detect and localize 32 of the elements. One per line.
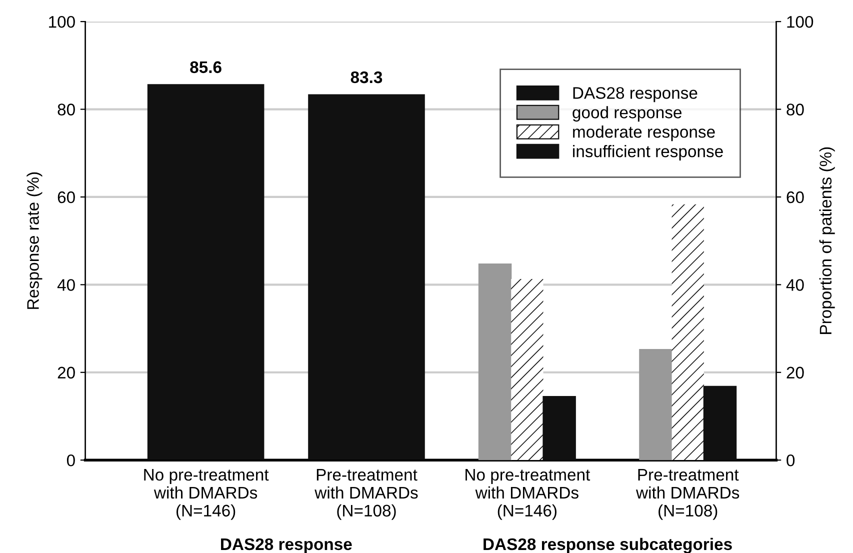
y-axis-title: Response rate (%): [26, 172, 42, 309]
text: DAS28 response subcategories: [484, 538, 732, 553]
bar: [703, 386, 737, 460]
bar: [511, 278, 544, 460]
bar: [542, 396, 576, 460]
y-tick-label: 20: [58, 366, 75, 379]
y2-tick-label: 20: [786, 366, 804, 379]
x-tick-label: Pre-treatment with DMARDs (N=108): [314, 469, 418, 520]
legend-label: DAS28 response: [573, 87, 698, 102]
y2-tick-label: 100: [787, 16, 814, 28]
y-tick-label: 60: [58, 191, 75, 204]
x-tick-label: Pre-treatment with DMARDs (N=108): [636, 469, 740, 520]
bar: [478, 264, 512, 460]
y2-tick-label: 60: [786, 191, 804, 204]
text: DAS28 response: [221, 538, 352, 553]
legend-label: good response: [572, 106, 682, 122]
y-tick-label: 100: [49, 16, 75, 28]
y2-tick-label: 40: [786, 279, 804, 291]
data-label: 85.6: [190, 61, 222, 74]
y2-tick-label: 80: [786, 104, 804, 116]
bar: [672, 204, 704, 460]
x-tick-label: No pre-treatment with DMARDs (N=146): [144, 469, 269, 520]
bar: [639, 349, 672, 460]
legend-label: moderate response: [573, 126, 715, 142]
y-tick-label: 80: [58, 104, 75, 116]
y2-tick-label: 0: [786, 454, 795, 466]
legend-label: insufficient response: [573, 145, 723, 161]
y2-axis-title: Proportion of patients (%): [819, 147, 835, 334]
x-tick-label: No pre-treatment with DMARDs (N=146): [466, 469, 590, 520]
y-tick-label: 0: [66, 454, 75, 466]
y-tick-label: 40: [57, 279, 75, 291]
data-label: 83.3: [350, 71, 382, 84]
